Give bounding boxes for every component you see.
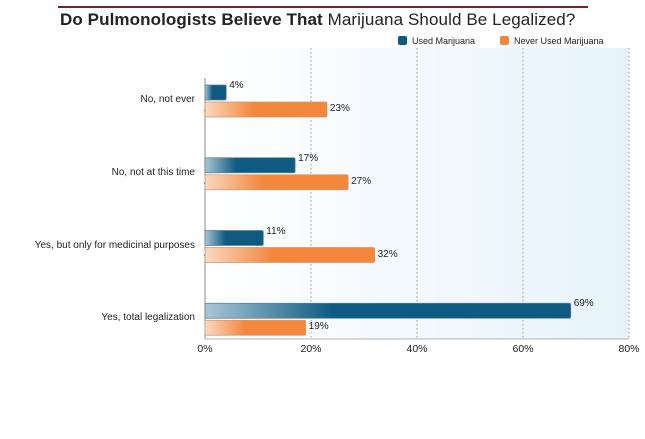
bar-used-marijuana — [204, 302, 572, 319]
x-tick-label: 40% — [406, 343, 428, 355]
legend-item-never: Never Used Marijuana — [500, 36, 604, 48]
data-label: 23% — [329, 103, 350, 114]
data-label: 27% — [351, 175, 372, 187]
bar-never-used-marijuana — [204, 247, 376, 263]
chart-title: Do Pulmonologists Believe That Marijuana… — [60, 10, 575, 30]
data-label: 69% — [573, 298, 594, 310]
x-tick-label: 80% — [618, 343, 640, 355]
x-tick-label: 20% — [300, 343, 322, 355]
legend-label-used: Used Marijuana — [412, 36, 476, 46]
title-rule — [58, 6, 588, 8]
legend-label-never: Never Used Marijuana — [514, 36, 604, 46]
chart-title-bold: Do Pulmonologists Believe That — [60, 10, 323, 29]
y-category-label: Yes, total legalization — [101, 312, 195, 324]
data-label: 4% — [229, 80, 244, 91]
data-label: 19% — [308, 321, 329, 333]
y-category-label: No, not ever — [140, 94, 195, 105]
y-category-label: Yes, but only for medicinal purposes — [34, 239, 195, 251]
bar-used-marijuana — [204, 84, 227, 101]
chart-title-normal: Marijuana Should Be Legalized? — [327, 10, 576, 29]
legend-item-used: Used Marijuana — [398, 36, 475, 48]
y-category-label: No, not at this time — [111, 166, 195, 178]
bar-used-marijuana — [204, 157, 296, 174]
data-label: 11% — [266, 225, 286, 237]
bar-used-marijuana — [204, 230, 264, 246]
bar-never-used-marijuana — [204, 101, 328, 118]
data-label: 17% — [298, 152, 319, 164]
x-tick-label: 0% — [197, 343, 213, 355]
legend-swatch-used — [398, 36, 407, 45]
x-tick-label: 60% — [512, 343, 534, 355]
legend-swatch-never — [500, 36, 509, 45]
data-label: 32% — [377, 248, 398, 260]
bar-never-used-marijuana — [204, 174, 349, 191]
bar-never-used-marijuana — [204, 319, 307, 336]
